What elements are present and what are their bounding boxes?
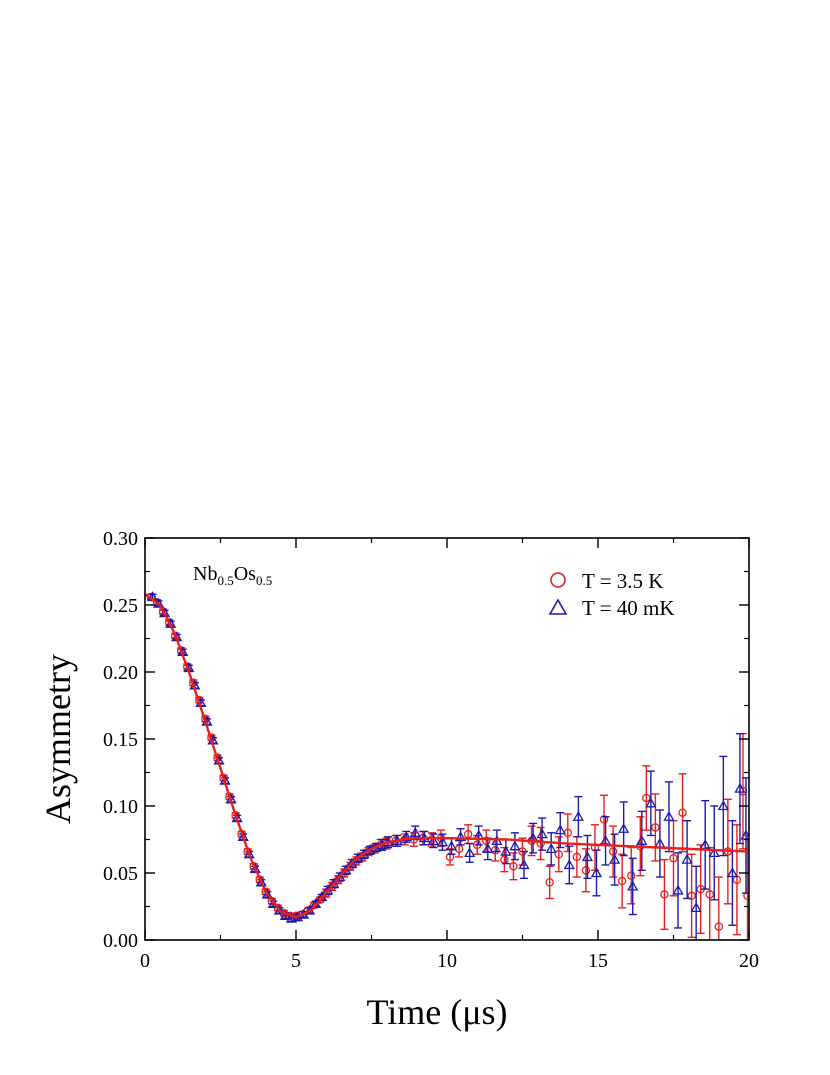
data-point-triangle [400, 830, 412, 841]
y-tick-label: 0.20 [103, 662, 138, 684]
data-point-triangle [554, 824, 566, 835]
data-point-circle [651, 823, 660, 832]
data-point-circle [743, 891, 749, 901]
data-point-triangle [159, 607, 171, 618]
plot-layer [145, 591, 749, 940]
data-point-circle [554, 849, 563, 859]
plot-data-group [145, 591, 749, 940]
x-axis-label: Time (μs) [367, 992, 508, 1032]
data-point-triangle [454, 830, 467, 841]
sample-label: Nb0.5Os0.5 [193, 563, 272, 588]
data-point-triangle [636, 835, 648, 845]
x-tick-label: 5 [291, 950, 301, 972]
data-point-triangle [627, 880, 639, 891]
data-point-triangle [536, 828, 548, 839]
data-point-circle [669, 854, 678, 863]
data-point-circle [705, 890, 714, 899]
data-point-triangle [482, 843, 494, 854]
sample-label-base1: Nb [193, 563, 217, 585]
data-point-triangle [255, 876, 267, 887]
axis-layer: 0 5 10 15 20 0.00 0.05 0.10 0.15 0.20 0.25 0.30 [103, 528, 759, 972]
data-point-circle [642, 793, 651, 803]
legend-label-series-1: T = 3.5 K [582, 569, 663, 593]
data-point-triangle [545, 843, 557, 854]
y-tick-label: 0.15 [103, 729, 138, 751]
data-point-triangle [690, 902, 702, 912]
y-tick-label: 0.30 [103, 528, 138, 550]
data-point-triangle [672, 884, 684, 895]
data-point-triangle [645, 797, 657, 808]
data-point-triangle [699, 839, 711, 850]
y-axis-label: Asymmetry [38, 654, 78, 824]
data-point-triangle [581, 851, 594, 862]
data-point-triangle [509, 840, 521, 851]
data-point-triangle [518, 859, 530, 870]
sample-label-sub1: 0.5 [217, 573, 233, 588]
data-point-circle [678, 808, 687, 817]
sample-label-base2: Os [234, 563, 256, 585]
data-point-triangle [590, 867, 603, 878]
data-point-triangle [608, 853, 621, 864]
data-point-triangle [734, 782, 746, 793]
x-tick-label: 10 [437, 950, 457, 972]
data-point-triangle [681, 853, 693, 864]
y-tick-label: 0.05 [103, 863, 138, 885]
data-point-circle [509, 862, 518, 871]
data-point-triangle [261, 888, 273, 899]
data-point-circle [687, 891, 696, 901]
x-tick-label: 15 [588, 950, 608, 972]
data-point-circle [572, 852, 582, 862]
data-point-triangle [243, 848, 255, 859]
data-point-circle [626, 871, 636, 880]
data-point-triangle [563, 859, 575, 870]
data-point-circle [599, 815, 609, 824]
data-point-circle [660, 890, 669, 899]
data-point-triangle [328, 877, 340, 888]
data-point-triangle [708, 847, 720, 858]
data-point-circle [608, 847, 618, 856]
data-point-circle [445, 852, 455, 862]
y-tick-label: 0.25 [103, 595, 138, 617]
data-point-triangle [445, 840, 458, 851]
data-point-circle [482, 836, 491, 846]
data-point-triangle [663, 810, 675, 821]
data-point-triangle [334, 871, 346, 882]
data-point-triangle [618, 822, 630, 833]
data-point-triangle [340, 864, 352, 875]
data-point-triangle [436, 836, 449, 847]
data-point-triangle [500, 845, 512, 856]
legend: T = 3.5 K T = 40 mK [548, 569, 675, 620]
data-point-triangle [427, 835, 440, 845]
x-tick-label: 0 [140, 950, 150, 972]
data-point-circle [545, 878, 554, 887]
data-point-circle [617, 876, 627, 886]
data-point-triangle [717, 800, 729, 811]
legend-marker-triangle [548, 598, 568, 615]
data-point-circle [581, 866, 591, 875]
plot-frame [144, 537, 750, 941]
data-point-triangle [249, 863, 261, 874]
data-point-triangle [726, 867, 739, 878]
data-point-circle [536, 839, 545, 848]
legend-marker-circle [550, 572, 566, 588]
legend-label-series-2: T = 40 mK [582, 596, 675, 620]
x-tick-label: 20 [739, 950, 759, 972]
y-tick-label: 0.10 [103, 796, 138, 818]
data-point-triangle [464, 847, 476, 858]
data-point-triangle [409, 826, 421, 837]
y-tick-label: 0.00 [103, 930, 138, 952]
data-point-triangle [572, 810, 584, 821]
fit-curve [145, 593, 749, 919]
data-point-triangle [285, 912, 298, 923]
data-point-triangle [346, 857, 358, 868]
data-point-triangle [273, 904, 286, 915]
sample-label-sub2: 0.5 [256, 573, 272, 588]
data-point-circle [714, 922, 724, 931]
